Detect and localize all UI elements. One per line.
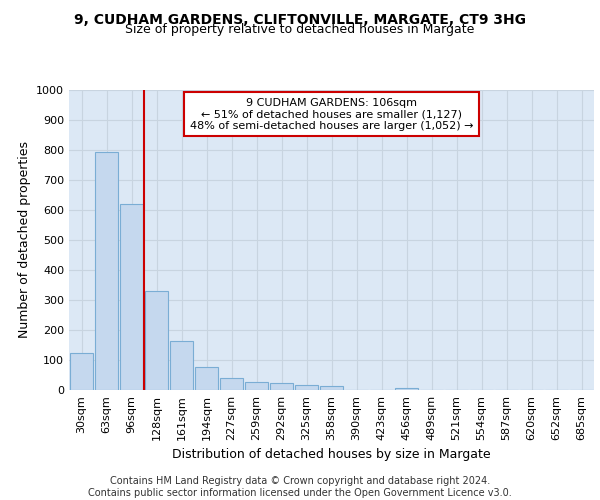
Bar <box>195 366 218 390</box>
Bar <box>320 386 343 390</box>
Bar <box>170 341 193 390</box>
Bar <box>295 385 318 390</box>
Bar <box>245 382 268 390</box>
Bar <box>70 352 93 390</box>
Bar <box>395 388 418 390</box>
Bar <box>145 291 168 390</box>
Bar <box>220 378 243 390</box>
X-axis label: Distribution of detached houses by size in Margate: Distribution of detached houses by size … <box>172 448 491 462</box>
Text: Contains HM Land Registry data © Crown copyright and database right 2024.
Contai: Contains HM Land Registry data © Crown c… <box>88 476 512 498</box>
Y-axis label: Number of detached properties: Number of detached properties <box>17 142 31 338</box>
Text: 9 CUDHAM GARDENS: 106sqm
← 51% of detached houses are smaller (1,127)
48% of sem: 9 CUDHAM GARDENS: 106sqm ← 51% of detach… <box>190 98 473 130</box>
Text: Size of property relative to detached houses in Margate: Size of property relative to detached ho… <box>125 22 475 36</box>
Text: 9, CUDHAM GARDENS, CLIFTONVILLE, MARGATE, CT9 3HG: 9, CUDHAM GARDENS, CLIFTONVILLE, MARGATE… <box>74 12 526 26</box>
Bar <box>95 152 118 390</box>
Bar <box>120 204 143 390</box>
Bar <box>270 383 293 390</box>
